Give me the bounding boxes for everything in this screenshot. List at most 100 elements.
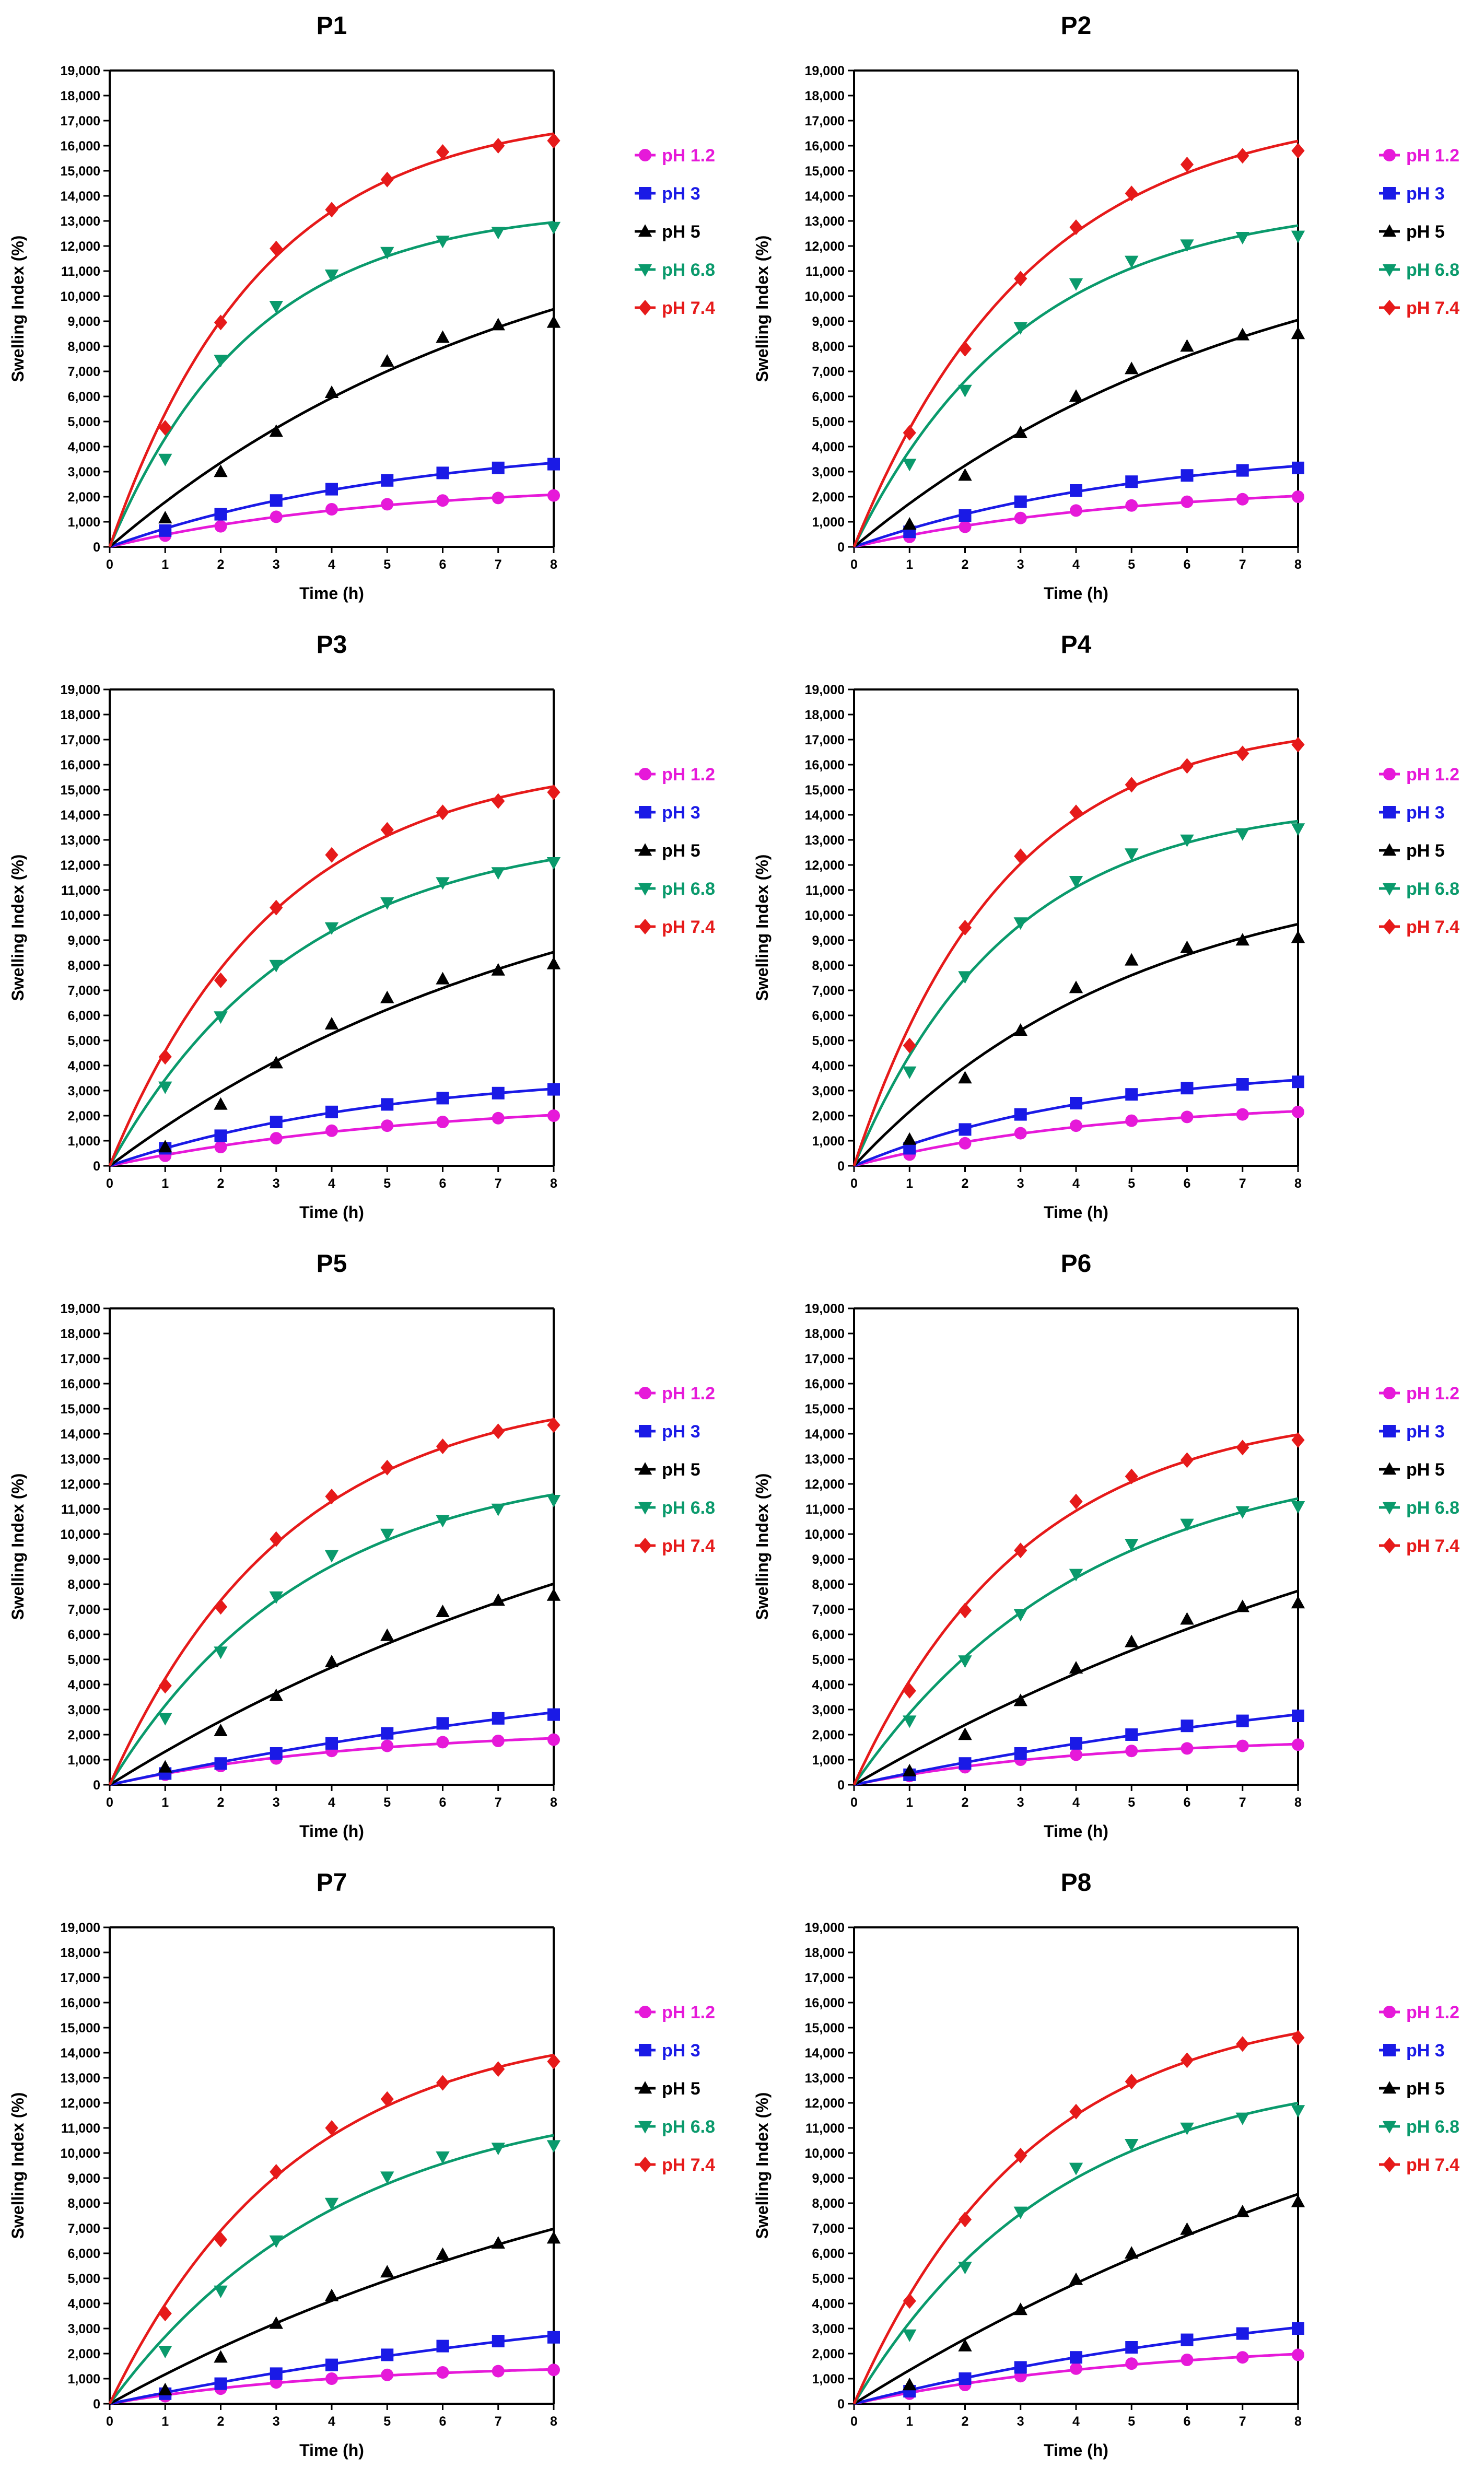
legend-label: pH 3 — [662, 803, 700, 823]
data-point — [958, 2262, 972, 2275]
legend-marker — [1383, 300, 1396, 315]
legend-marker — [639, 187, 651, 200]
data-point — [270, 1747, 283, 1760]
legend-marker — [639, 1387, 651, 1399]
y-tick-label: 5,000 — [67, 1653, 100, 1667]
x-tick-label: 3 — [1017, 1176, 1024, 1191]
data-point — [269, 424, 283, 437]
legend-marker — [639, 2006, 651, 2018]
legend-item: pH 1.2 — [1379, 2003, 1459, 2022]
y-tick-label: 6,000 — [67, 2247, 100, 2261]
data-point — [492, 138, 505, 154]
data-point — [270, 1531, 283, 1547]
y-tick-label: 0 — [93, 1778, 100, 1793]
data-point — [436, 2247, 450, 2260]
y-axis-label: Swelling Index (%) — [8, 855, 27, 1001]
data-point — [547, 2053, 560, 2069]
legend-item: pH 5 — [635, 222, 700, 242]
x-tick-label: 1 — [906, 1795, 913, 1810]
legend-label: pH 6.8 — [1406, 1498, 1459, 1518]
chart-title: P4 — [1061, 631, 1092, 659]
x-tick-label: 5 — [1128, 557, 1135, 572]
data-point — [491, 2143, 505, 2156]
y-axis-label: Swelling Index (%) — [8, 236, 27, 382]
data-point — [324, 1655, 339, 1667]
x-tick-label: 0 — [850, 1795, 858, 1810]
data-point — [269, 2235, 283, 2248]
data-point — [547, 1109, 560, 1122]
y-tick-label: 12,000 — [61, 239, 100, 254]
data-point — [546, 2140, 561, 2153]
data-point — [492, 1423, 505, 1440]
data-point — [1180, 758, 1194, 774]
data-point — [436, 2366, 449, 2379]
y-tick-label: 18,000 — [61, 89, 100, 103]
y-tick-label: 1,000 — [812, 515, 845, 530]
x-tick-label: 0 — [106, 1176, 113, 1191]
data-point — [1236, 148, 1249, 164]
y-tick-label: 18,000 — [61, 1946, 100, 1960]
y-tick-label: 16,000 — [61, 1377, 100, 1391]
x-tick-label: 5 — [383, 1795, 391, 1810]
legend-marker — [1382, 1502, 1397, 1515]
legend-item: pH 7.4 — [1379, 917, 1459, 937]
data-point — [380, 897, 394, 910]
legend-marker — [639, 768, 651, 780]
legend-label: pH 5 — [1406, 222, 1445, 242]
legend-label: pH 1.2 — [662, 765, 715, 785]
data-point — [1014, 271, 1027, 287]
y-tick-label: 3,000 — [67, 1703, 100, 1717]
data-point — [214, 520, 227, 533]
data-point — [325, 1105, 338, 1118]
data-point — [1014, 1747, 1027, 1760]
y-tick-label: 16,000 — [61, 758, 100, 773]
y-tick-label: 10,000 — [805, 1527, 845, 1542]
data-point — [380, 2171, 394, 2184]
x-tick-label: 6 — [1184, 557, 1191, 572]
x-tick-label: 8 — [550, 2414, 557, 2429]
data-point — [214, 1129, 227, 1142]
data-point — [1125, 1728, 1138, 1741]
data-point — [1236, 1078, 1249, 1091]
data-point — [903, 2329, 917, 2342]
legend-label: pH 5 — [1406, 2079, 1445, 2099]
legend-item: pH 7.4 — [1379, 298, 1459, 318]
y-tick-label: 1,000 — [67, 1134, 100, 1149]
series-line-ph-7-4 — [108, 2053, 554, 2405]
data-point — [1180, 157, 1194, 172]
legend-label: pH 7.4 — [662, 917, 715, 937]
y-tick-label: 7,000 — [812, 2221, 845, 2236]
legend-item: pH 5 — [1379, 2079, 1445, 2099]
legend-label: pH 3 — [662, 2041, 700, 2061]
x-tick-label: 5 — [1128, 2414, 1135, 2429]
data-point — [1013, 1023, 1027, 1036]
y-tick-label: 14,000 — [805, 1427, 845, 1442]
legend-item: pH 3 — [1379, 1422, 1445, 1442]
data-point — [903, 1715, 917, 1728]
legend-label: pH 6.8 — [1406, 2117, 1459, 2137]
data-point — [1291, 2194, 1305, 2207]
x-tick-label: 1 — [161, 1795, 169, 1810]
legend-item: pH 6.8 — [635, 260, 715, 280]
legend-item: pH 6.8 — [1379, 879, 1459, 899]
data-point — [1180, 2052, 1194, 2068]
data-point — [436, 1092, 449, 1105]
y-tick-label: 19,000 — [61, 1302, 100, 1316]
data-point — [436, 1736, 449, 1749]
data-point — [1125, 777, 1138, 793]
series-line-ph-6-8 — [108, 1493, 554, 1786]
data-point — [958, 1655, 972, 1668]
legend-item: pH 6.8 — [1379, 260, 1459, 280]
chart-panel-p5: P5 0 1,000 2,000 3,000 4,000 5,000 6,000 7,000 8,… — [8, 1250, 715, 1841]
legend-marker — [1383, 919, 1396, 934]
x-axis-label: Time (h) — [299, 584, 364, 603]
legend-item: pH 3 — [635, 1422, 700, 1442]
data-point — [547, 133, 560, 149]
y-tick-label: 19,000 — [61, 1921, 100, 1935]
legend-label: pH 5 — [1406, 1460, 1445, 1480]
y-tick-label: 12,000 — [61, 1477, 100, 1492]
data-point — [492, 1112, 505, 1125]
data-point — [1125, 499, 1138, 512]
x-tick-label: 6 — [1184, 2414, 1191, 2429]
data-point — [1236, 2327, 1249, 2340]
